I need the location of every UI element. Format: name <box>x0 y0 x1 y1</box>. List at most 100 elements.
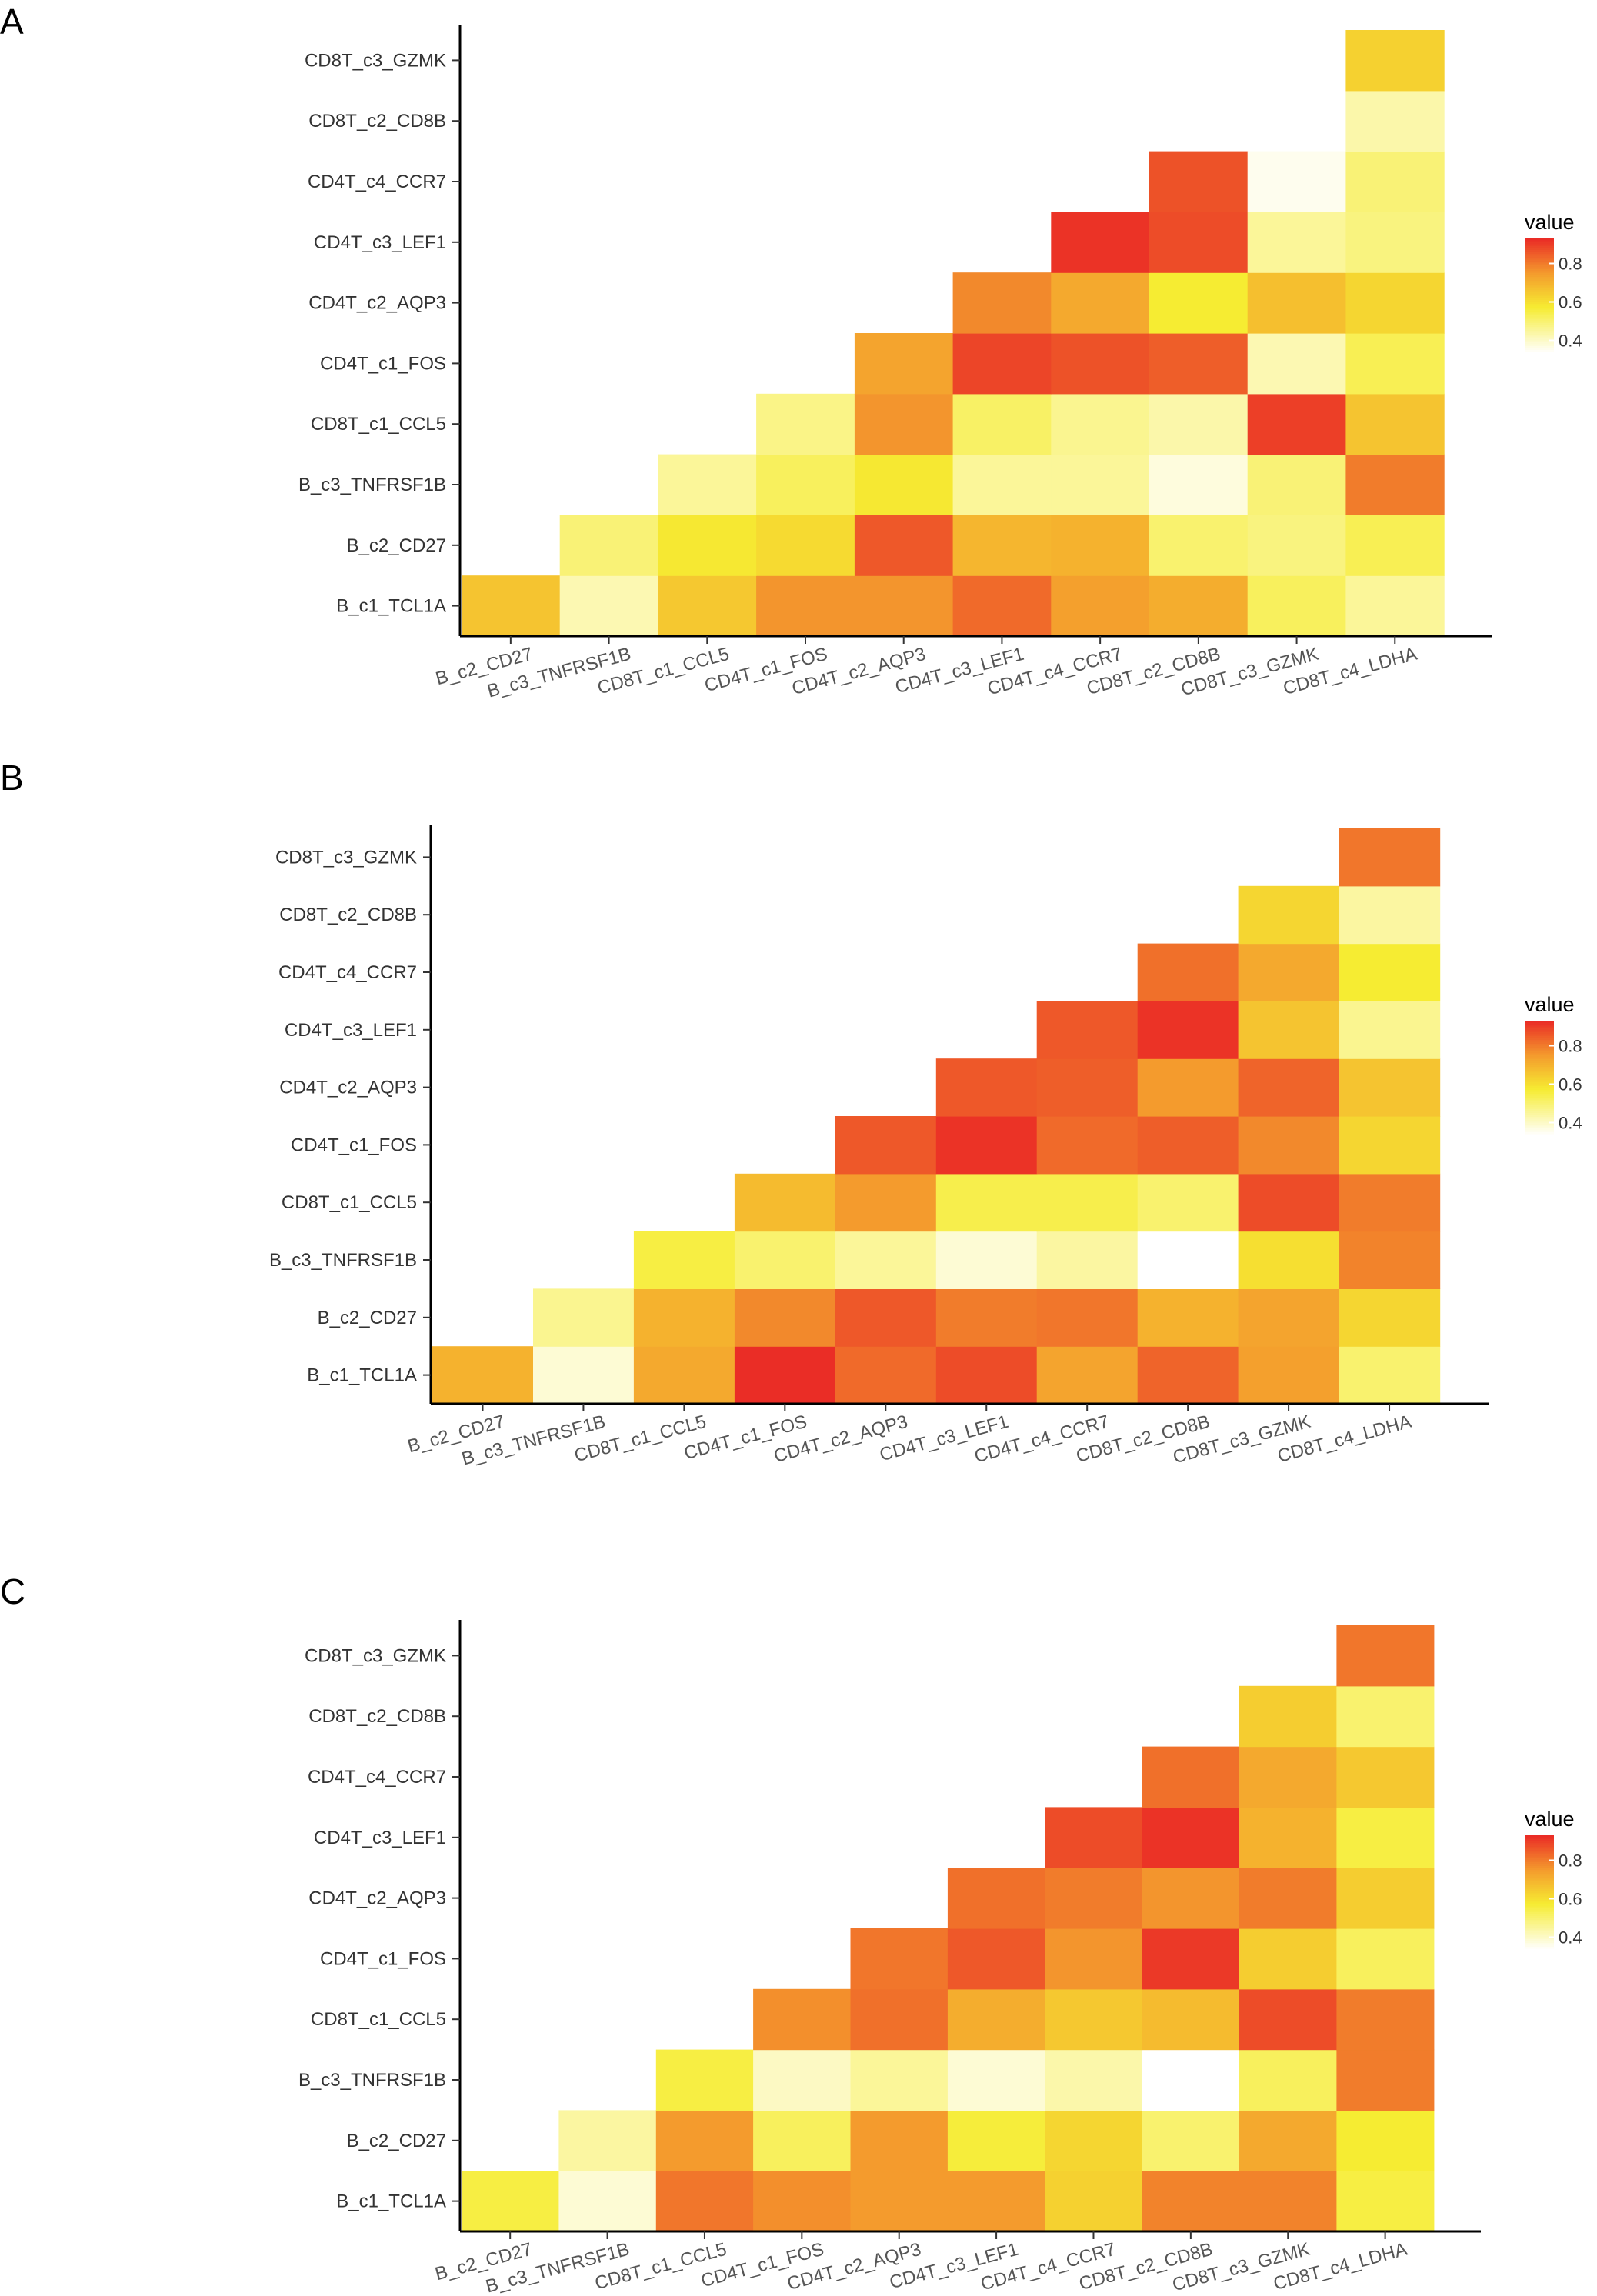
legend-gradient-step <box>1525 1117 1554 1120</box>
legend-gradient-step <box>1525 238 1554 242</box>
heatmap-cell <box>1045 1988 1143 2051</box>
heatmap-cell <box>935 1288 1038 1347</box>
legend-gradient-step <box>1525 1134 1554 1137</box>
legend-gradient-step <box>1525 1847 1554 1850</box>
legend-gradient-step <box>1525 265 1554 268</box>
heatmap-cell <box>1036 1173 1139 1232</box>
heatmap-cell <box>1051 393 1150 455</box>
heatmap-cell <box>1149 454 1249 515</box>
y-tick-label: CD4T_c3_LEF1 <box>314 1828 446 1848</box>
heatmap-cell <box>1339 1346 1441 1405</box>
heatmap-cell <box>1142 2049 1240 2111</box>
legend-gradient-step <box>1525 1948 1554 1951</box>
legend-gradient-step <box>1525 1902 1554 1905</box>
heatmap-cell <box>1345 454 1445 515</box>
legend-gradient-step <box>1525 1893 1554 1896</box>
legend-gradient-step <box>1525 1921 1554 1924</box>
legend-gradient-step <box>1525 1057 1554 1060</box>
legend-title: value <box>1525 211 1575 234</box>
heatmap-cell <box>835 1231 937 1289</box>
heatmap-cell <box>1339 1173 1441 1232</box>
legend-tick-label: 0.6 <box>1559 1890 1582 1909</box>
heatmap-cell <box>947 1928 1045 1990</box>
legend-title: value <box>1525 993 1575 1016</box>
heatmap-cell <box>533 1346 635 1405</box>
y-tick-label: CD4T_c2_AQP3 <box>279 1078 417 1098</box>
legend-gradient-step <box>1525 302 1554 305</box>
heatmap-cell <box>935 1116 1038 1175</box>
heatmap-cell <box>1149 212 1249 273</box>
legend-gradient-step <box>1525 1071 1554 1074</box>
heatmap-cell <box>756 575 855 637</box>
legend-gradient-step <box>1525 1874 1554 1877</box>
y-tick-label: CD8T_c1_CCL5 <box>311 414 446 435</box>
legend-gradient-step <box>1525 285 1554 288</box>
heatmap-cell <box>658 515 757 576</box>
legend-gradient-step <box>1525 244 1554 247</box>
legend-gradient-step <box>1525 1835 1554 1838</box>
legend-gradient-step <box>1525 346 1554 349</box>
legend-gradient-step <box>1525 286 1554 289</box>
legend-gradient-step <box>1525 1082 1554 1085</box>
y-tick-label: CD4T_c3_LEF1 <box>285 1020 417 1041</box>
heatmap-cell <box>1238 1231 1340 1289</box>
heatmap-cell <box>1336 2049 1435 2111</box>
heatmap-cell <box>1045 1868 1143 1929</box>
legend-gradient-step <box>1525 1912 1554 1915</box>
legend-gradient-step <box>1525 1055 1554 1058</box>
y-tick-label: B_c3_TNFRSF1B <box>269 1250 417 1271</box>
heatmap-cell <box>1149 151 1249 212</box>
legend-gradient-step <box>1525 254 1554 257</box>
legend-gradient-step <box>1525 1928 1554 1931</box>
legend-gradient-step <box>1525 269 1554 272</box>
legend-gradient-step <box>1525 248 1554 251</box>
legend-gradient-step <box>1525 271 1554 274</box>
legend-gradient-step <box>1525 344 1554 347</box>
y-tick-label: CD8T_c2_CD8B <box>279 905 417 925</box>
heatmap-cell <box>1247 272 1346 334</box>
heatmap-cell <box>734 1173 836 1232</box>
legend-gradient-step <box>1525 1115 1554 1118</box>
heatmap-cell <box>1045 2110 1143 2171</box>
heatmap-cell <box>756 393 855 455</box>
heatmap-cell <box>1339 885 1441 945</box>
heatmap-cell <box>1036 1346 1139 1405</box>
heatmap-cell <box>1142 1807 1240 1868</box>
heatmap-cell <box>935 1173 1038 1232</box>
heatmap-cell <box>1247 454 1346 515</box>
legend-gradient-step <box>1525 1935 1554 1938</box>
legend-gradient-step <box>1525 1048 1554 1051</box>
legend-gradient-step <box>1525 304 1554 307</box>
heatmap-cell <box>753 1988 852 2051</box>
legend-gradient-step <box>1525 335 1554 338</box>
heatmap-cell <box>1036 1231 1139 1289</box>
heatmap-cell <box>1137 1346 1239 1405</box>
heatmap-cell <box>854 515 954 576</box>
legend-gradient-step <box>1525 1072 1554 1075</box>
heatmap-cell <box>1239 1746 1337 1808</box>
legend-gradient-step <box>1525 1881 1554 1884</box>
heatmap-cell <box>1238 1058 1340 1117</box>
heatmap-cell <box>633 1346 735 1405</box>
legend-gradient-step <box>1525 317 1554 320</box>
heatmap-cell <box>756 454 855 515</box>
heatmap-cell <box>947 1988 1045 2051</box>
legend-gradient-step <box>1525 1858 1554 1861</box>
legend-gradient-step <box>1525 296 1554 299</box>
heatmap-cell <box>1239 2171 1337 2232</box>
heatmap-cell <box>1137 1288 1239 1347</box>
legend-gradient-step <box>1525 336 1554 339</box>
legend-gradient-step <box>1525 1025 1554 1028</box>
heatmap-cell <box>1345 212 1445 273</box>
legend-gradient-step <box>1525 1130 1554 1133</box>
heatmap-cell <box>1336 1685 1435 1748</box>
heatmap-cell <box>1336 1625 1435 1687</box>
heatmap-cell <box>756 515 855 576</box>
heatmap-cell <box>952 333 1052 395</box>
legend-gradient-step <box>1525 267 1554 270</box>
legend-gradient-step <box>1525 258 1554 261</box>
heatmap-cell <box>1238 1173 1340 1232</box>
legend-gradient-step <box>1525 1094 1554 1097</box>
heatmap-cell <box>658 454 757 515</box>
